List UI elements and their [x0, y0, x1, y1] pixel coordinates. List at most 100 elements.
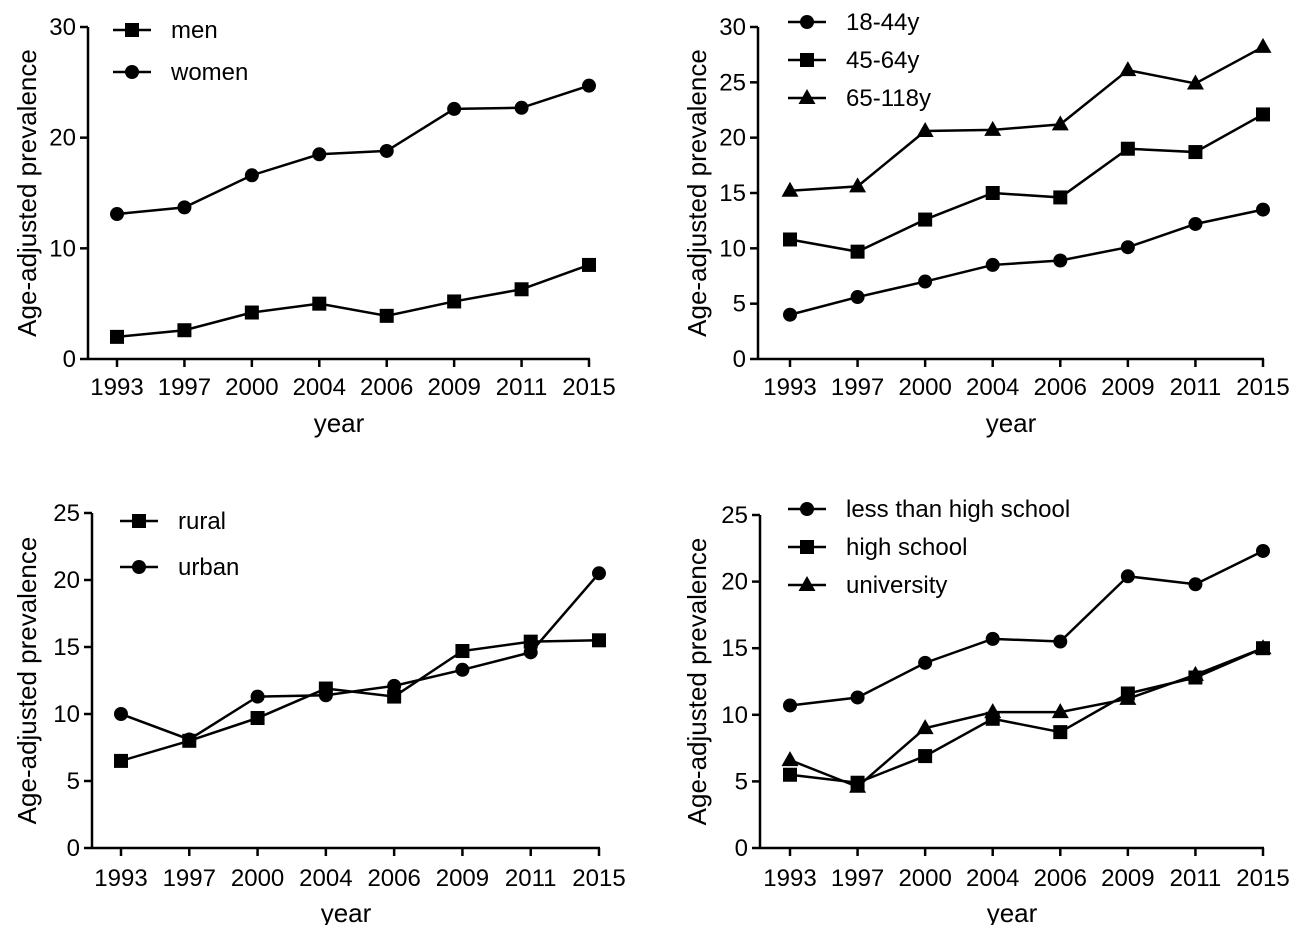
- legend-marker: [132, 560, 146, 574]
- series-men: [110, 257, 596, 344]
- x-tick-label: 2000: [898, 865, 951, 892]
- y-tick-label: 10: [49, 235, 76, 262]
- data-point: [985, 186, 1000, 200]
- series-line: [789, 647, 1264, 789]
- data-point: [312, 296, 327, 311]
- legend-label: 65-118y: [846, 85, 931, 112]
- x-tick-label: 2011: [505, 865, 557, 892]
- y-tick-label: 20: [719, 125, 746, 152]
- series-45-64y: [783, 107, 1270, 259]
- legend-label: rural: [178, 508, 226, 535]
- data-point: [387, 689, 402, 704]
- data-point: [1188, 577, 1203, 592]
- x-tick-label: 2011: [1170, 374, 1222, 401]
- data-point: [387, 678, 402, 693]
- x-tick-label: 1993: [94, 865, 147, 892]
- x-tick-label: 1993: [90, 374, 143, 401]
- data-point: [1051, 703, 1069, 719]
- x-axis-title: year: [987, 898, 1038, 925]
- x-tick-label: 2004: [966, 374, 1019, 401]
- legend-entry: 45-64y: [788, 47, 919, 74]
- x-tick-label: 2009: [436, 865, 489, 892]
- x-tick-label: 2006: [360, 374, 413, 401]
- data-point: [1051, 115, 1069, 131]
- legend-marker: [798, 89, 816, 104]
- x-tick-label: 2004: [293, 374, 346, 401]
- series-line: [789, 113, 1264, 253]
- legend-entry: 65-118y: [788, 85, 931, 112]
- legend-marker: [800, 540, 814, 554]
- data-point: [379, 143, 394, 158]
- x-tick-label: 1993: [763, 865, 816, 892]
- data-point: [110, 329, 124, 344]
- chart-panel-top-right: 0 5 10 15 20 25 30 1993 1997 2000 2004 2006 2009 2011…: [682, 9, 1290, 438]
- y-tick-label: 0: [735, 835, 748, 862]
- y-tick-label: 0: [733, 346, 746, 373]
- legend-marker: [125, 65, 139, 79]
- data-point: [523, 634, 538, 649]
- y-tick-label: 15: [721, 635, 748, 662]
- data-point: [1119, 61, 1137, 77]
- y-tick-label: 30: [719, 14, 746, 41]
- y-tick-label: 25: [53, 500, 80, 527]
- legend-marker: [800, 53, 814, 67]
- y-tick-label: 15: [53, 634, 80, 661]
- data-point: [244, 305, 259, 320]
- data-point: [455, 662, 470, 677]
- data-point: [1254, 639, 1272, 655]
- x-axis-title: year: [986, 408, 1037, 438]
- series-18-44y: [783, 202, 1270, 322]
- series-line: [116, 263, 590, 339]
- legend-label: men: [171, 17, 218, 44]
- data-point: [1254, 37, 1272, 53]
- legend-entry: women: [113, 59, 248, 86]
- y-tick-label: 30: [49, 14, 76, 41]
- data-point: [918, 274, 933, 289]
- y-tick-label: 25: [721, 502, 748, 529]
- data-point: [984, 120, 1002, 136]
- x-tick-label: 2006: [367, 865, 420, 892]
- data-point: [177, 323, 192, 338]
- data-point: [781, 181, 799, 197]
- data-point: [1053, 725, 1068, 740]
- series-65-118y: [781, 37, 1272, 197]
- legend-entry: 18-44y: [788, 9, 919, 36]
- data-point: [182, 732, 197, 747]
- data-point: [514, 100, 529, 115]
- data-point: [984, 703, 1002, 719]
- data-point: [1186, 74, 1204, 90]
- data-point: [918, 212, 933, 227]
- legend-label: women: [170, 59, 248, 86]
- data-point: [1188, 216, 1203, 231]
- data-point: [514, 282, 529, 297]
- x-tick-label: 1993: [763, 374, 816, 401]
- data-point: [379, 308, 394, 323]
- x-tick-label: 2006: [1034, 865, 1087, 892]
- y-tick-label: 0: [63, 346, 76, 373]
- series-rural: [114, 633, 606, 768]
- data-point: [1256, 107, 1270, 122]
- y-tick-label: 5: [733, 291, 746, 318]
- legend-entry: less than high school: [788, 496, 1070, 523]
- data-point: [244, 168, 259, 183]
- data-point: [1120, 240, 1135, 255]
- data-point: [783, 307, 797, 322]
- data-point: [849, 177, 867, 193]
- data-point: [1188, 145, 1203, 160]
- y-tick-label: 25: [719, 69, 746, 96]
- legend-entry: men: [113, 17, 218, 44]
- legend-marker: [798, 576, 816, 591]
- data-point: [985, 257, 1000, 272]
- legend-label: 45-64y: [846, 47, 919, 74]
- series-line: [789, 647, 1264, 785]
- x-tick-label: 2015: [562, 374, 615, 401]
- x-tick-label: 2015: [1236, 865, 1289, 892]
- data-point: [1053, 190, 1068, 205]
- data-point: [592, 633, 606, 648]
- series-less-than-high-school: [783, 543, 1270, 713]
- data-point: [1256, 202, 1270, 217]
- legend-entry: university: [788, 572, 947, 599]
- y-tick-label: 10: [53, 701, 80, 728]
- x-tick-label: 2015: [572, 865, 625, 892]
- x-tick-label: 1997: [831, 865, 884, 892]
